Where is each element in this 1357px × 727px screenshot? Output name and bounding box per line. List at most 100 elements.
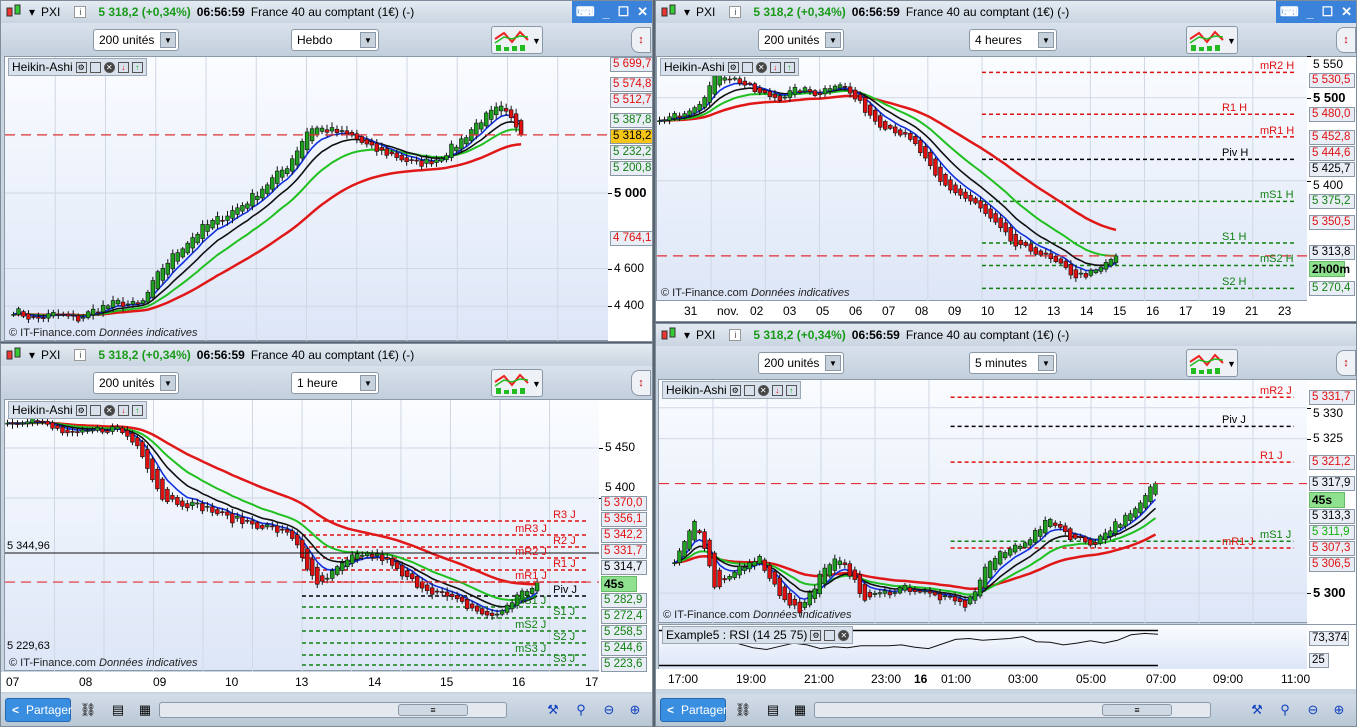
candlestick-plot[interactable] [657, 57, 1307, 302]
symbol-label[interactable]: PXI [41, 348, 61, 362]
time-axis[interactable]: 07 08 09 10 13 14 15 16 17 [1, 672, 652, 692]
alerts-icon[interactable]: ↕ [631, 370, 651, 396]
candlestick-icon[interactable] [660, 3, 678, 22]
candlestick-plot[interactable] [5, 57, 608, 342]
auto-zoom-icon[interactable]: ⚲ [1280, 702, 1290, 717]
report-icon[interactable]: ▤ [111, 702, 125, 717]
zoom-out-icon[interactable]: ⊖ [1307, 702, 1319, 717]
layers-icon[interactable]: ▦ [793, 702, 807, 717]
price-chart[interactable]: 5 450 5 400 5 370,0 5 356,1 5 342,2 5 331,7 5 … [4, 399, 652, 672]
window-icon[interactable] [741, 61, 753, 73]
move-up-icon[interactable]: ↑ [131, 61, 143, 73]
move-down-icon[interactable]: ↓ [117, 404, 129, 416]
units-select[interactable]: 200 unités ▼ [758, 352, 844, 374]
info-icon[interactable]: i [74, 6, 87, 18]
candlestick-icon[interactable] [660, 326, 678, 345]
window-icon[interactable] [89, 404, 101, 416]
zoom-in-icon[interactable]: ⊕ [1333, 702, 1345, 717]
symbol-label[interactable]: PXI [696, 328, 716, 342]
rsi-panel[interactable]: 73,374 25 Example5 : RSI (14 25 75) ⚙ ✕ [658, 624, 1356, 671]
close-indicator-icon[interactable]: ✕ [757, 384, 769, 396]
wrench-icon[interactable]: ⚙ [810, 629, 822, 641]
units-select[interactable]: 200 unités ▼ [758, 29, 844, 51]
add-indicator-button[interactable]: ▼ [491, 26, 543, 54]
period-select[interactable]: 4 heures ▼ [969, 29, 1057, 51]
move-up-icon[interactable]: ↑ [783, 61, 795, 73]
window-icon[interactable] [824, 629, 836, 641]
share-button[interactable]: Partager [660, 698, 727, 722]
wrench-icon[interactable]: ⚙ [727, 61, 739, 73]
close-indicator-icon[interactable]: ✕ [838, 629, 850, 641]
time-axis[interactable]: 31 nov. 02 03 05 06 07 08 09 10 12 13 14 15 16 17 19 21 23 [656, 301, 1356, 321]
units-select[interactable]: 200 unités ▼ [93, 372, 179, 394]
price-axis[interactable]: 5 330 5 325 5 300 5 331,7 5 321,2 5 317,9 5 31… [1307, 380, 1356, 624]
chart-settings-icon[interactable]: ⚒ [547, 702, 559, 717]
move-up-icon[interactable]: ↑ [785, 384, 797, 396]
price-axis[interactable]: 5 550 5 500 5 400 5 530,5 5 480,0 5 452,8 5 44… [1307, 56, 1356, 302]
info-icon[interactable]: i [729, 329, 742, 341]
window-icon[interactable] [89, 61, 101, 73]
price-axis[interactable]: 5 000 4 600 4 400 5 699,7 5 574,8 5 512,7 5 38… [608, 57, 652, 341]
window-icon[interactable] [743, 384, 755, 396]
minimize-button[interactable]: _ [602, 4, 610, 20]
units-select[interactable]: 200 unités ▼ [93, 29, 179, 51]
candlestick-plot[interactable] [5, 400, 599, 672]
move-up-icon[interactable]: ↑ [131, 404, 143, 416]
horizontal-scrollbar[interactable]: ≡ [159, 702, 507, 718]
wrench-icon[interactable]: ⚙ [729, 384, 741, 396]
close-indicator-icon[interactable]: ✕ [755, 61, 767, 73]
maximize-button[interactable]: ☐ [617, 4, 630, 19]
time-axis[interactable]: 17:00 19:00 21:00 23:00 16 01:00 03:00 05:00 07:… [656, 669, 1356, 689]
alerts-icon[interactable]: ↕ [1336, 350, 1356, 376]
candlestick-plot[interactable] [659, 380, 1307, 624]
period-select[interactable]: 1 heure ▼ [291, 372, 379, 394]
close-indicator-icon[interactable]: ✕ [103, 404, 115, 416]
move-down-icon[interactable]: ↓ [771, 384, 783, 396]
price-chart[interactable]: 5 550 5 500 5 400 5 530,5 5 480,0 5 452,8 5 44… [656, 56, 1356, 302]
candle-body [712, 75, 717, 95]
info-icon[interactable]: i [74, 349, 87, 361]
wrench-icon[interactable]: ⚙ [75, 404, 87, 416]
candlestick-icon[interactable] [5, 346, 23, 365]
add-indicator-button[interactable]: ▼ [1186, 349, 1238, 377]
zoom-in-icon[interactable]: ⊕ [629, 702, 641, 717]
add-indicator-button[interactable]: ▼ [491, 369, 543, 397]
alerts-icon[interactable]: ↕ [1336, 27, 1356, 53]
minimize-button[interactable]: _ [1306, 4, 1314, 20]
layers-icon[interactable]: ▦ [138, 702, 152, 717]
info-icon[interactable]: i [729, 6, 742, 18]
scrollbar-thumb[interactable]: ≡ [398, 704, 468, 716]
dropdown-arrow-icon[interactable]: ▾ [29, 5, 36, 19]
link-icon[interactable]: ⛓ [734, 702, 752, 717]
price-axis[interactable]: 5 450 5 400 5 370,0 5 356,1 5 342,2 5 331,7 5 … [599, 400, 652, 672]
candlestick-icon[interactable] [5, 3, 23, 22]
dropdown-arrow-icon[interactable]: ▾ [29, 348, 36, 362]
link-icon[interactable]: ⛓ [79, 702, 97, 717]
move-down-icon[interactable]: ↓ [117, 61, 129, 73]
horizontal-scrollbar[interactable]: ≡ [814, 702, 1211, 718]
period-select[interactable]: 5 minutes ▼ [969, 352, 1057, 374]
wrench-icon[interactable]: ⚙ [75, 61, 87, 73]
share-button[interactable]: Partager [5, 698, 72, 722]
move-down-icon[interactable]: ↓ [769, 61, 781, 73]
price-chart[interactable]: 5 330 5 325 5 300 5 331,7 5 321,2 5 317,9 5 31… [658, 379, 1356, 624]
period-select[interactable]: Hebdo ▼ [291, 29, 379, 51]
alerts-icon[interactable]: ↕ [631, 27, 651, 53]
close-button[interactable]: ✕ [637, 4, 649, 19]
dropdown-arrow-icon[interactable]: ▾ [684, 5, 691, 19]
report-icon[interactable]: ▤ [766, 702, 780, 717]
symbol-label[interactable]: PXI [696, 5, 716, 19]
symbol-label[interactable]: PXI [41, 5, 61, 19]
add-indicator-button[interactable]: ▼ [1186, 26, 1238, 54]
scrollbar-thumb[interactable]: ≡ [1102, 704, 1172, 716]
keyboard-button[interactable]: ⌨ [1279, 4, 1299, 19]
dropdown-arrow-icon[interactable]: ▾ [684, 328, 691, 342]
price-chart[interactable]: 5 000 4 600 4 400 5 699,7 5 574,8 5 512,7 5 38… [4, 56, 652, 342]
maximize-button[interactable]: ☐ [1321, 4, 1334, 19]
zoom-out-icon[interactable]: ⊖ [603, 702, 615, 717]
close-button[interactable]: ✕ [1341, 4, 1353, 19]
auto-zoom-icon[interactable]: ⚲ [576, 702, 586, 717]
keyboard-button[interactable]: ⌨ [575, 4, 595, 19]
chart-settings-icon[interactable]: ⚒ [1251, 702, 1263, 717]
close-indicator-icon[interactable]: ✕ [103, 61, 115, 73]
